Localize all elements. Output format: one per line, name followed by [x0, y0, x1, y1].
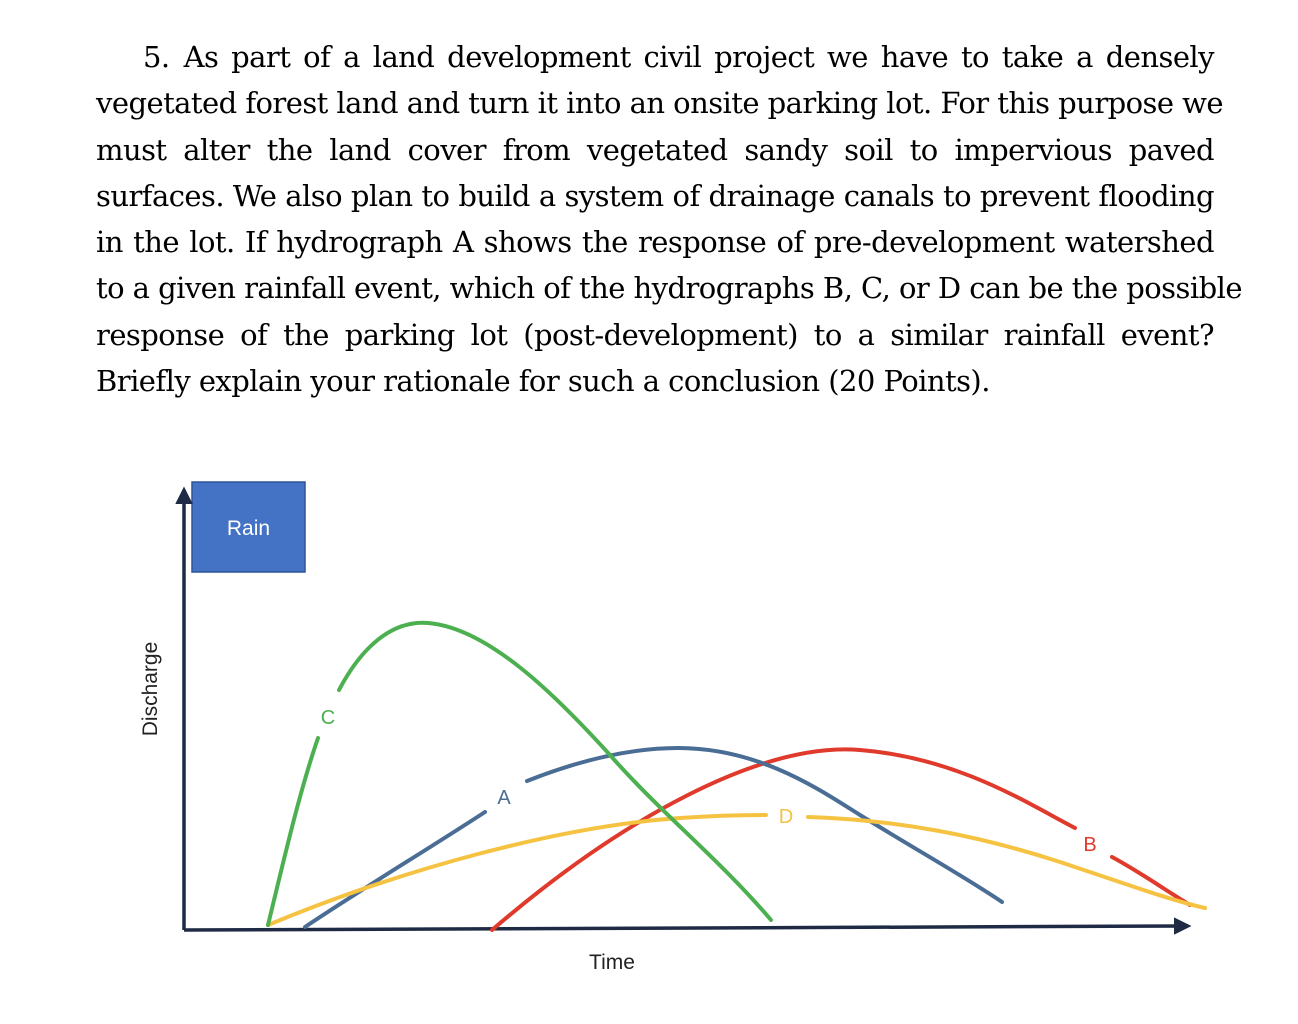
curve-a-tail	[525, 745, 1004, 904]
curve-b-tail	[1110, 855, 1192, 907]
x-axis-label: Time	[589, 951, 635, 974]
x-axis	[183, 917, 1192, 935]
curve-b-label: B	[1083, 834, 1096, 856]
curve-d-tail	[806, 815, 1207, 910]
y-axis-label: Discharge	[139, 642, 162, 737]
rain-label: Rain	[227, 517, 270, 540]
curve-c	[266, 736, 320, 927]
curve-a-label: A	[497, 787, 511, 809]
question-line-2: vegetated forest land and turn it into a…	[96, 86, 1224, 121]
question-line-1: 5. As part of a land development civil pr…	[96, 34, 1215, 80]
question-line-8: Briefly explain your rationale for such …	[96, 364, 990, 399]
rain-block	[191, 481, 306, 573]
question-line-6: to a given rainfall event, which of the …	[96, 271, 1242, 306]
curve-c-label: C	[321, 707, 335, 729]
curve-d-label: D	[779, 806, 793, 828]
curve-b	[490, 747, 1077, 932]
question-text: 5. As part of a land development civil pr…	[96, 34, 1242, 404]
question-line-3: must alter the land cover from vegetated…	[96, 132, 1215, 167]
curve-c-tail	[337, 620, 773, 922]
question-line-5: in the lot. If hydrograph A shows the re…	[96, 225, 1215, 260]
question-line-7: response of the parking lot (post-develo…	[96, 317, 1215, 352]
question-line-4: surfaces. We also plan to build a system…	[96, 178, 1215, 213]
curve-d	[266, 813, 768, 927]
curve-a	[303, 810, 487, 929]
question-number: 5.	[143, 40, 170, 74]
